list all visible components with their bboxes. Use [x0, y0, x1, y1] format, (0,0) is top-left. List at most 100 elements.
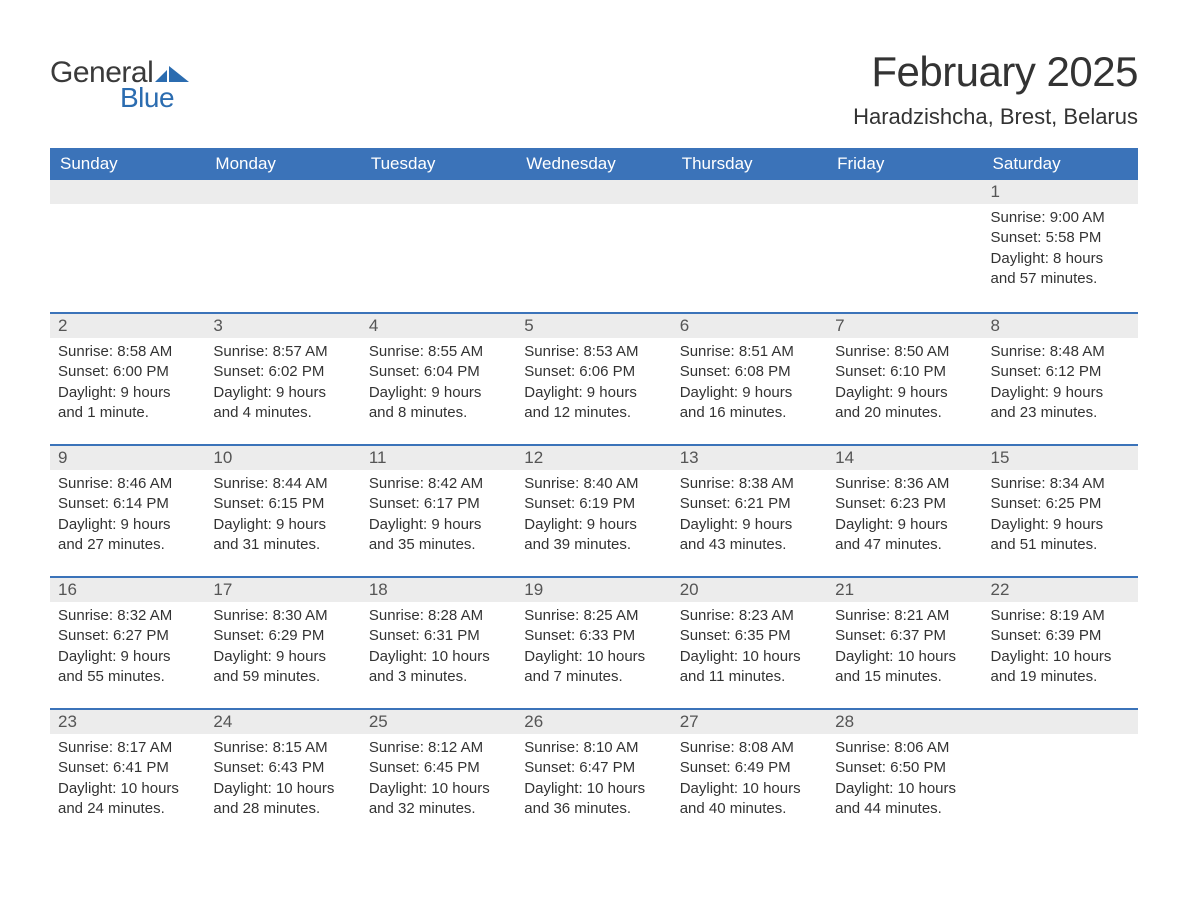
- calendar-empty-cell: [672, 180, 827, 312]
- daylight-line: Daylight: 9 hours and 1 minute.: [58, 383, 197, 424]
- sunrise-line: Sunrise: 8:17 AM: [58, 738, 197, 758]
- sunrise-line: Sunrise: 8:28 AM: [369, 606, 508, 626]
- calendar-day-cell: 7Sunrise: 8:50 AMSunset: 6:10 PMDaylight…: [827, 312, 982, 444]
- calendar-day-cell: 12Sunrise: 8:40 AMSunset: 6:19 PMDayligh…: [516, 444, 671, 576]
- sunset-line: Sunset: 6:49 PM: [680, 758, 819, 778]
- sunset-line: Sunset: 6:29 PM: [213, 626, 352, 646]
- calendar-day-cell: 1Sunrise: 9:00 AMSunset: 5:58 PMDaylight…: [983, 180, 1138, 312]
- sunrise-line: Sunrise: 8:50 AM: [835, 342, 974, 362]
- logo: General Blue: [50, 56, 189, 114]
- weekday-header: Tuesday: [361, 148, 516, 180]
- weekday-header: Saturday: [983, 148, 1138, 180]
- day-number-bar: 26: [516, 708, 671, 734]
- sunset-line: Sunset: 6:27 PM: [58, 626, 197, 646]
- calendar-header-row: SundayMondayTuesdayWednesdayThursdayFrid…: [50, 148, 1138, 180]
- sunset-line: Sunset: 6:10 PM: [835, 362, 974, 382]
- day-number-bar: [827, 180, 982, 204]
- calendar-week-row: 1Sunrise: 9:00 AMSunset: 5:58 PMDaylight…: [50, 180, 1138, 312]
- day-details: Sunrise: 8:34 AMSunset: 6:25 PMDaylight:…: [983, 470, 1138, 563]
- day-details: [983, 734, 1138, 746]
- title-block: February 2025 Haradzishcha, Brest, Belar…: [853, 48, 1138, 130]
- sunset-line: Sunset: 6:50 PM: [835, 758, 974, 778]
- day-number-bar: 13: [672, 444, 827, 470]
- day-details: Sunrise: 8:30 AMSunset: 6:29 PMDaylight:…: [205, 602, 360, 695]
- calendar-day-cell: 11Sunrise: 8:42 AMSunset: 6:17 PMDayligh…: [361, 444, 516, 576]
- calendar-day-cell: 26Sunrise: 8:10 AMSunset: 6:47 PMDayligh…: [516, 708, 671, 840]
- sunrise-line: Sunrise: 8:32 AM: [58, 606, 197, 626]
- daylight-line: Daylight: 9 hours and 12 minutes.: [524, 383, 663, 424]
- daylight-line: Daylight: 9 hours and 23 minutes.: [991, 383, 1130, 424]
- sunset-line: Sunset: 6:21 PM: [680, 494, 819, 514]
- daylight-line: Daylight: 10 hours and 19 minutes.: [991, 647, 1130, 688]
- sunrise-line: Sunrise: 8:38 AM: [680, 474, 819, 494]
- sunset-line: Sunset: 6:12 PM: [991, 362, 1130, 382]
- sunset-line: Sunset: 6:43 PM: [213, 758, 352, 778]
- sunrise-line: Sunrise: 8:53 AM: [524, 342, 663, 362]
- calendar-day-cell: 22Sunrise: 8:19 AMSunset: 6:39 PMDayligh…: [983, 576, 1138, 708]
- calendar-week-row: 2Sunrise: 8:58 AMSunset: 6:00 PMDaylight…: [50, 312, 1138, 444]
- calendar-day-cell: 21Sunrise: 8:21 AMSunset: 6:37 PMDayligh…: [827, 576, 982, 708]
- day-details: [50, 204, 205, 216]
- calendar-empty-cell: [516, 180, 671, 312]
- daylight-line: Daylight: 8 hours and 57 minutes.: [991, 249, 1130, 290]
- sunrise-line: Sunrise: 8:23 AM: [680, 606, 819, 626]
- calendar-day-cell: 6Sunrise: 8:51 AMSunset: 6:08 PMDaylight…: [672, 312, 827, 444]
- calendar-day-cell: 3Sunrise: 8:57 AMSunset: 6:02 PMDaylight…: [205, 312, 360, 444]
- day-details: Sunrise: 8:12 AMSunset: 6:45 PMDaylight:…: [361, 734, 516, 827]
- day-details: [827, 204, 982, 216]
- calendar-day-cell: 18Sunrise: 8:28 AMSunset: 6:31 PMDayligh…: [361, 576, 516, 708]
- sunset-line: Sunset: 6:04 PM: [369, 362, 508, 382]
- sunrise-line: Sunrise: 8:57 AM: [213, 342, 352, 362]
- daylight-line: Daylight: 10 hours and 36 minutes.: [524, 779, 663, 820]
- day-number-bar: 27: [672, 708, 827, 734]
- day-details: Sunrise: 8:38 AMSunset: 6:21 PMDaylight:…: [672, 470, 827, 563]
- sunrise-line: Sunrise: 8:51 AM: [680, 342, 819, 362]
- daylight-line: Daylight: 9 hours and 35 minutes.: [369, 515, 508, 556]
- calendar-day-cell: 27 Sunrise: 8:08 AMSunset: 6:49 PMDayligh…: [672, 708, 827, 840]
- day-details: Sunrise: 8:32 AMSunset: 6:27 PMDaylight:…: [50, 602, 205, 695]
- daylight-line: Daylight: 9 hours and 47 minutes.: [835, 515, 974, 556]
- daylight-line: Daylight: 9 hours and 31 minutes.: [213, 515, 352, 556]
- day-details: Sunrise: 8:58 AMSunset: 6:00 PMDaylight:…: [50, 338, 205, 431]
- daylight-line: Daylight: 10 hours and 28 minutes.: [213, 779, 352, 820]
- sunrise-line: Sunrise: 8:06 AM: [835, 738, 974, 758]
- day-details: Sunrise: 8:46 AMSunset: 6:14 PMDaylight:…: [50, 470, 205, 563]
- calendar-empty-cell: [983, 708, 1138, 840]
- calendar-week-row: 16Sunrise: 8:32 AMSunset: 6:27 PMDayligh…: [50, 576, 1138, 708]
- sunrise-line: Sunrise: 8:46 AM: [58, 474, 197, 494]
- day-number-bar: [516, 180, 671, 204]
- sunrise-line: Sunrise: 8:36 AM: [835, 474, 974, 494]
- day-details: Sunrise: 8:23 AMSunset: 6:35 PMDaylight:…: [672, 602, 827, 695]
- day-number-bar: 3: [205, 312, 360, 338]
- daylight-line: Daylight: 10 hours and 32 minutes.: [369, 779, 508, 820]
- day-details: [361, 204, 516, 216]
- sunrise-line: Sunrise: 8:19 AM: [991, 606, 1130, 626]
- location: Haradzishcha, Brest, Belarus: [853, 104, 1138, 130]
- day-number-bar: [50, 180, 205, 204]
- day-details: Sunrise: 8:55 AMSunset: 6:04 PMDaylight:…: [361, 338, 516, 431]
- daylight-line: Daylight: 10 hours and 40 minutes.: [680, 779, 819, 820]
- sunrise-line: Sunrise: 8:10 AM: [524, 738, 663, 758]
- sunrise-line: Sunrise: 8:15 AM: [213, 738, 352, 758]
- day-number-bar: 21: [827, 576, 982, 602]
- calendar-day-cell: 23Sunrise: 8:17 AMSunset: 6:41 PMDayligh…: [50, 708, 205, 840]
- sunset-line: Sunset: 6:25 PM: [991, 494, 1130, 514]
- day-details: [205, 204, 360, 216]
- calendar-day-cell: 14Sunrise: 8:36 AMSunset: 6:23 PMDayligh…: [827, 444, 982, 576]
- header: General Blue February 2025 Haradzishcha,…: [50, 48, 1138, 130]
- weekday-header: Friday: [827, 148, 982, 180]
- day-number-bar: 9: [50, 444, 205, 470]
- day-details: Sunrise: 8:44 AMSunset: 6:15 PMDaylight:…: [205, 470, 360, 563]
- day-details: Sunrise: 8:15 AMSunset: 6:43 PMDaylight:…: [205, 734, 360, 827]
- calendar-empty-cell: [50, 180, 205, 312]
- daylight-line: Daylight: 9 hours and 4 minutes.: [213, 383, 352, 424]
- day-number-bar: 25: [361, 708, 516, 734]
- sunrise-line: Sunrise: 8:55 AM: [369, 342, 508, 362]
- calendar-day-cell: 20Sunrise: 8:23 AMSunset: 6:35 PMDayligh…: [672, 576, 827, 708]
- sunrise-line: Sunrise: 8:08 AM: [680, 738, 819, 758]
- calendar-body: 1Sunrise: 9:00 AMSunset: 5:58 PMDaylight…: [50, 180, 1138, 840]
- calendar-day-cell: 17Sunrise: 8:30 AMSunset: 6:29 PMDayligh…: [205, 576, 360, 708]
- sunrise-line: Sunrise: 8:58 AM: [58, 342, 197, 362]
- sunset-line: Sunset: 6:45 PM: [369, 758, 508, 778]
- daylight-line: Daylight: 9 hours and 20 minutes.: [835, 383, 974, 424]
